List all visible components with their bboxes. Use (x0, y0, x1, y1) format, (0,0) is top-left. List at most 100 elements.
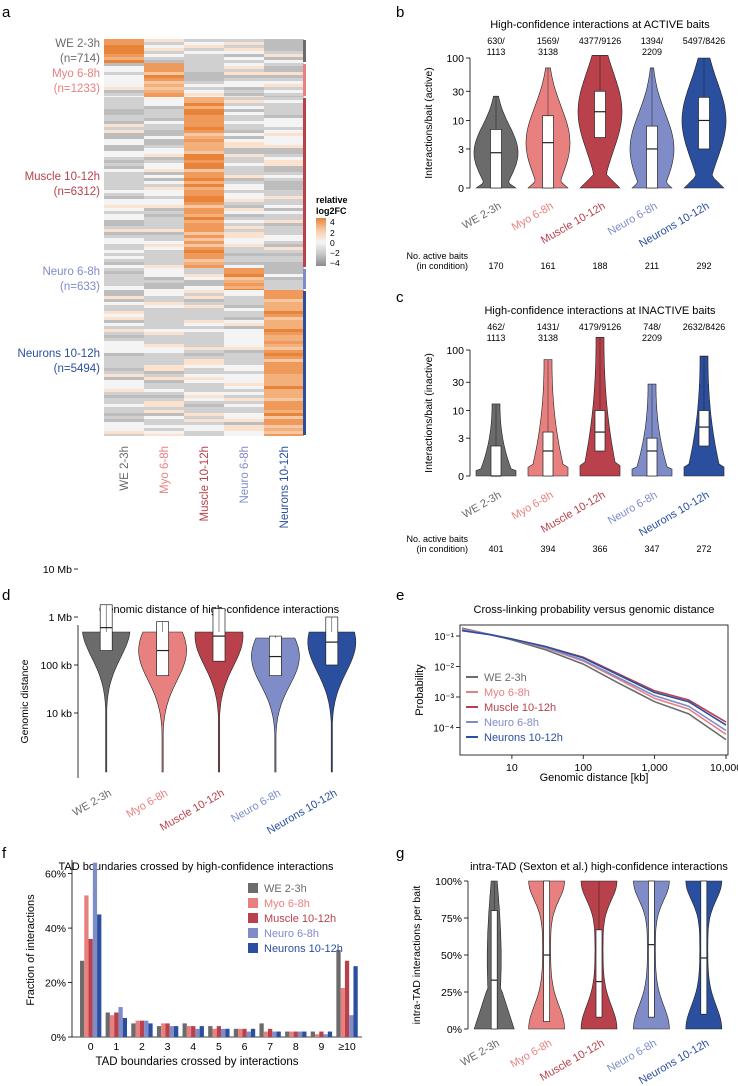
heatmap-cell (224, 365, 264, 368)
heatmap-cell (264, 157, 304, 160)
panel-b-footer-value-muscle: 188 (592, 261, 607, 271)
panel-f-bar-muscle (165, 1023, 170, 1037)
heatmap-cell (264, 283, 304, 286)
heatmap-cell (104, 93, 144, 96)
heatmap-cell (144, 148, 184, 151)
heatmap-cell (264, 434, 304, 436)
panel-e-legend-label-muscle: Muscle 10-12h (484, 702, 556, 714)
heatmap-cell (104, 136, 144, 139)
heatmap-cell (264, 416, 304, 419)
heatmap-cell (144, 184, 184, 187)
heatmap-cell (104, 42, 144, 45)
heatmap-cell (104, 199, 144, 202)
heatmap-cell (224, 166, 264, 169)
heatmap-cell (144, 169, 184, 172)
heatmap-cell (224, 332, 264, 335)
panel-b-title: High-confidence interactions at ACTIVE b… (490, 19, 710, 31)
heatmap-cell (264, 293, 304, 296)
panel-d-x-label-myo: Myo 6-8h (124, 787, 170, 820)
heatmap-cell (224, 323, 264, 326)
heatmap-cell (104, 196, 144, 199)
panel-d-violin-neurons (307, 631, 357, 773)
heatmap-cell (144, 338, 184, 341)
panel-c-footer-value-neurons: 272 (696, 544, 711, 554)
heatmap-cell (104, 341, 144, 344)
heatmap-cell (144, 205, 184, 208)
panel-c-footer-value-neuro: 347 (644, 544, 659, 554)
heatmap-cell (224, 416, 264, 419)
heatmap-legend-tick: 2 (330, 228, 335, 238)
heatmap-cell (264, 217, 304, 220)
heatmap-cell (224, 305, 264, 308)
heatmap-cell (144, 380, 184, 383)
heatmap-cell (104, 362, 144, 365)
heatmap-cell (104, 338, 144, 341)
heatmap-cell (104, 63, 144, 66)
heatmap-cell (264, 84, 304, 87)
heatmap-cell (184, 268, 224, 271)
heatmap-cell (104, 190, 144, 193)
heatmap-cell (104, 205, 144, 208)
heatmap-cell (224, 124, 264, 127)
heatmap-cell (104, 48, 144, 51)
heatmap-cell (224, 389, 264, 392)
panel-f-bar-neurons (276, 1031, 281, 1037)
heatmap-cell (144, 103, 184, 106)
heatmap-cell (104, 383, 144, 386)
heatmap-cell (264, 290, 304, 293)
panel-f-legend-label-neurons: Neurons 10-12h (264, 943, 343, 955)
heatmap-cell (224, 121, 264, 124)
heatmap-cell (224, 157, 264, 160)
heatmap-cell (264, 229, 304, 232)
heatmap-cell (264, 401, 304, 404)
panel-f-bar-myo (289, 1031, 294, 1037)
heatmap-cell (184, 220, 224, 223)
panel-b-footer-label: No. active baits (406, 251, 468, 261)
heatmap-cell (264, 72, 304, 75)
heatmap-cell (104, 232, 144, 235)
panel-b-letter: b (396, 4, 404, 21)
panel-f-xtick-label: 5 (216, 1041, 222, 1053)
heatmap-legend-tick: 4 (330, 217, 335, 227)
heatmap-cell (264, 404, 304, 407)
panel-c-top-label-neurons: 2632/8426 (683, 322, 726, 332)
heatmap-cell (144, 371, 184, 374)
heatmap-cell (104, 359, 144, 362)
heatmap-cell (184, 124, 224, 127)
heatmap-cell (184, 422, 224, 425)
heatmap-cell (104, 410, 144, 413)
heatmap-cell (104, 425, 144, 428)
heatmap-cell (264, 317, 304, 320)
heatmap-cell (144, 166, 184, 169)
heatmap-cell (264, 142, 304, 145)
heatmap-cell (184, 302, 224, 305)
panel-d-violin-myo (138, 631, 187, 773)
heatmap-cell (144, 217, 184, 220)
heatmap-cell (224, 293, 264, 296)
heatmap-cell (184, 106, 224, 109)
heatmap-cell (224, 90, 264, 93)
cluster-label-myo: Myo 6-8h (52, 68, 100, 80)
heatmap-cell (224, 127, 264, 130)
heatmap-cell (224, 78, 264, 81)
panel-c-y-label: Interactions/bait (inactive) (423, 353, 435, 473)
panel-f-bar-neuro (169, 1026, 174, 1037)
heatmap-cell (264, 419, 304, 422)
heatmap-cell (184, 187, 224, 190)
heatmap-cell (224, 229, 264, 232)
heatmap-cell (184, 374, 224, 377)
heatmap-cell (264, 359, 304, 362)
panel-f-xtick-label: 7 (267, 1041, 273, 1053)
heatmap-cell (264, 268, 304, 271)
cluster-n-we: (n=714) (60, 53, 100, 65)
heatmap-cell (264, 407, 304, 410)
heatmap-cell (264, 223, 304, 226)
heatmap-cell (224, 410, 264, 413)
heatmap-cell (224, 72, 264, 75)
heatmap-cell (144, 302, 184, 305)
heatmap-cell (104, 175, 144, 178)
panel-f-bar-myo (263, 1031, 268, 1037)
heatmap-cell (224, 84, 264, 87)
heatmap-cell (184, 250, 224, 253)
heatmap-cell (224, 63, 264, 66)
